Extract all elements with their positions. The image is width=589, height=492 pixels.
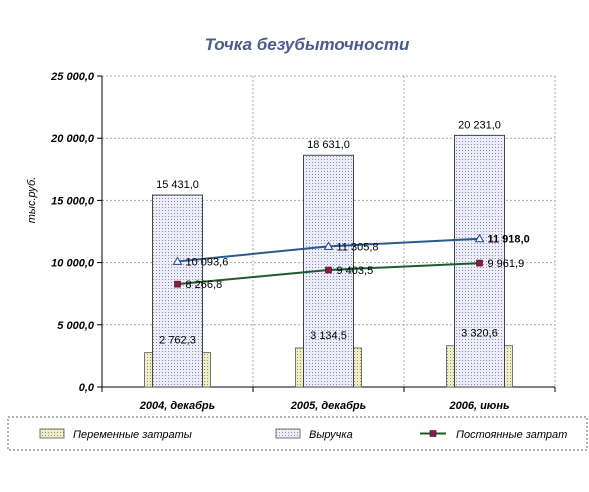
y-tick-label: 10 000,0 [51, 258, 95, 270]
data-labels: 15 431,0 18 631,0 20 231,0 2 762,3 3 134,5 3 … [156, 119, 530, 346]
legend-label-variable: Переменные затраты [73, 429, 192, 441]
data-label-fixed-costs: 8 266,8 [186, 279, 223, 291]
y-tick-labels: 0,0 5 000,0 10 000,0 15 000,0 20 000,0 25 000… [50, 71, 95, 394]
x-tick-labels: 2004, декабрь 2005, декабрь 2006, июнь [139, 400, 510, 412]
line-marker-square [476, 259, 483, 267]
y-tick-label: 25 000,0 [50, 71, 95, 83]
chart-title: Точка безубыточности [205, 35, 410, 54]
data-label-revenue: 15 431,0 [156, 179, 199, 191]
data-label-fixed-costs: 9 403,5 [337, 265, 374, 277]
line-marker-triangle [172, 256, 183, 265]
y-tick-label: 15 000,0 [51, 195, 95, 207]
legend-label-revenue: Выручка [309, 429, 353, 441]
data-label-upper-line: 11 918,0 [488, 234, 530, 246]
x-tick-label: 2005, декабрь [290, 400, 366, 412]
line-marker-triangle [323, 241, 334, 250]
legend-label-fixed: Постоянные затрат [456, 429, 567, 441]
data-label-upper-line: 10 093,6 [186, 256, 229, 268]
x-tick-label: 2004, декабрь [139, 400, 215, 412]
legend-swatch-variable [39, 428, 65, 439]
data-label-variable-costs: 2 762,3 [159, 335, 196, 347]
legend: Переменные затраты Выручка Постоянные за… [7, 416, 588, 451]
bar-revenue [152, 194, 203, 388]
data-label-revenue: 18 631,0 [307, 139, 350, 151]
y-tick-label: 0,0 [79, 382, 95, 394]
y-tick-label: 20 000,0 [50, 133, 95, 145]
line-marker-triangle [474, 233, 485, 243]
lines [172, 233, 485, 288]
line-marker-square [325, 266, 332, 274]
y-axis-label: тыс.руб. [26, 177, 38, 224]
data-label-fixed-costs: 9 961,9 [488, 258, 525, 270]
data-label-revenue: 20 231,0 [458, 119, 501, 131]
data-label-variable-costs: 3 320,6 [461, 328, 498, 340]
legend-marker-fixed [429, 430, 437, 437]
line-marker-square [174, 280, 181, 288]
data-label-upper-line: 11 305,8 [337, 241, 379, 253]
x-tick-label: 2006, июнь [449, 400, 510, 412]
y-tick-label: 5 000,0 [57, 320, 95, 332]
legend-swatch-revenue [275, 428, 301, 439]
data-label-variable-costs: 3 134,5 [310, 330, 347, 342]
